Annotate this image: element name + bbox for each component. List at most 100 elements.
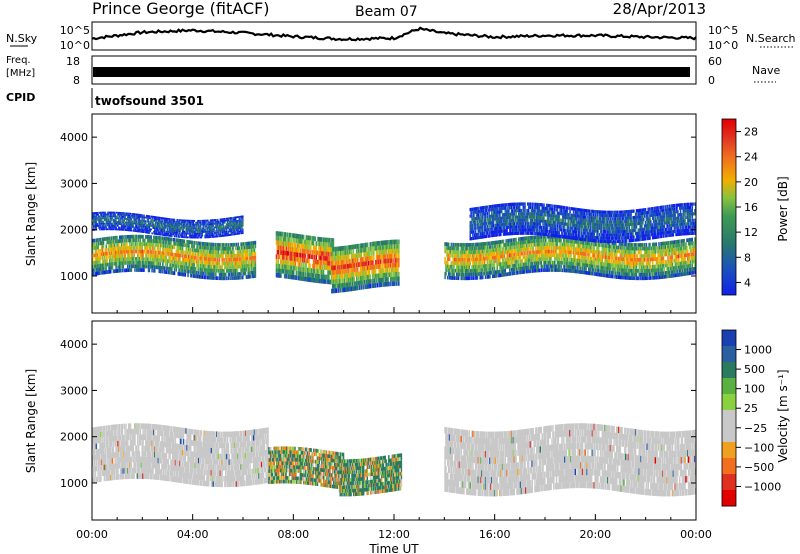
power-cell xyxy=(153,261,155,266)
power-cell xyxy=(239,257,241,261)
power-cell xyxy=(483,264,486,268)
power-cell xyxy=(482,271,485,276)
power-cell xyxy=(119,261,122,266)
power-cell xyxy=(100,226,102,229)
power-cell xyxy=(114,250,116,255)
power-cell xyxy=(380,263,382,269)
power-cell xyxy=(216,233,218,236)
power-cell xyxy=(316,269,318,274)
power-cell xyxy=(179,261,181,265)
power-cell xyxy=(293,238,296,243)
power-cell xyxy=(396,239,398,245)
power-cell xyxy=(128,238,131,243)
power-cell xyxy=(387,253,389,259)
power-cell xyxy=(150,221,152,224)
power-cell xyxy=(206,223,208,226)
power-cell xyxy=(289,242,291,247)
power-cell xyxy=(451,272,454,277)
power-cell xyxy=(216,261,219,266)
power-cell xyxy=(126,238,128,243)
power-cell xyxy=(298,238,300,244)
power-cell xyxy=(167,221,169,224)
power-cell xyxy=(109,220,111,223)
power-cell xyxy=(545,257,547,261)
power-cell xyxy=(359,275,362,281)
power-cell xyxy=(219,224,222,226)
power-cell xyxy=(536,268,538,273)
power-cell xyxy=(174,228,177,230)
power-cell xyxy=(338,246,340,252)
power-cell xyxy=(373,250,375,256)
power-cell xyxy=(191,248,194,252)
power-cell xyxy=(374,273,377,279)
power-cell xyxy=(145,216,147,219)
power-cell xyxy=(539,235,542,239)
power-cell xyxy=(543,260,545,265)
power-cell xyxy=(183,258,186,262)
power-cell xyxy=(535,250,537,254)
power-cell xyxy=(344,245,346,251)
power-cell xyxy=(394,248,397,254)
power-cell xyxy=(465,269,468,273)
power-cell xyxy=(162,232,164,234)
power-cell xyxy=(207,257,209,261)
power-cell xyxy=(529,269,532,273)
power-cell xyxy=(337,260,339,266)
power-cell xyxy=(243,271,246,276)
power-cell xyxy=(389,244,391,250)
power-cell xyxy=(476,268,479,273)
power-cell xyxy=(283,259,286,265)
power-cell xyxy=(180,264,182,269)
power-cell xyxy=(201,230,204,233)
power-cell xyxy=(184,272,187,277)
power-cell xyxy=(456,268,459,273)
power-cell xyxy=(118,217,120,220)
power-cell xyxy=(340,260,343,265)
power-cell xyxy=(277,245,280,250)
power-cell xyxy=(108,215,110,218)
power-cell xyxy=(219,254,222,258)
power-cell xyxy=(188,243,190,248)
power-cell xyxy=(232,272,234,277)
power-cell xyxy=(365,251,368,257)
power-cell xyxy=(180,234,182,236)
power-cell xyxy=(315,250,318,256)
power-cell xyxy=(235,257,238,262)
power-cell xyxy=(206,221,208,224)
power-cell xyxy=(233,224,235,227)
power-cell xyxy=(548,260,551,265)
power-cell xyxy=(226,225,229,227)
power-cell xyxy=(96,264,98,268)
power-cell xyxy=(382,268,385,273)
power-cell xyxy=(486,263,489,268)
power-cell xyxy=(291,247,294,252)
power-cell xyxy=(334,251,337,257)
power-cell xyxy=(105,217,107,220)
power-cell xyxy=(110,243,113,248)
power-cell xyxy=(161,258,163,263)
power-cell xyxy=(242,249,244,254)
power-cell xyxy=(155,243,158,247)
power-cell xyxy=(499,251,501,255)
power-cell xyxy=(113,224,116,227)
power-cell xyxy=(198,274,201,279)
power-cell xyxy=(382,245,385,250)
power-cell xyxy=(495,273,498,278)
power-cell xyxy=(382,277,385,283)
power-cell xyxy=(228,230,231,233)
power-cell xyxy=(319,250,321,256)
power-cell xyxy=(445,260,447,265)
power-cell xyxy=(106,213,108,216)
power-cell xyxy=(118,246,120,251)
power-cell xyxy=(496,251,498,256)
power-cell xyxy=(234,253,237,258)
power-cell xyxy=(327,265,329,271)
power-cell xyxy=(186,239,188,244)
power-cell xyxy=(106,259,108,263)
power-cell xyxy=(151,223,153,225)
power-cell xyxy=(226,232,229,235)
power-cell xyxy=(92,261,94,265)
power-cell xyxy=(280,273,282,278)
power-cell xyxy=(362,243,364,248)
power-cell xyxy=(535,268,537,273)
